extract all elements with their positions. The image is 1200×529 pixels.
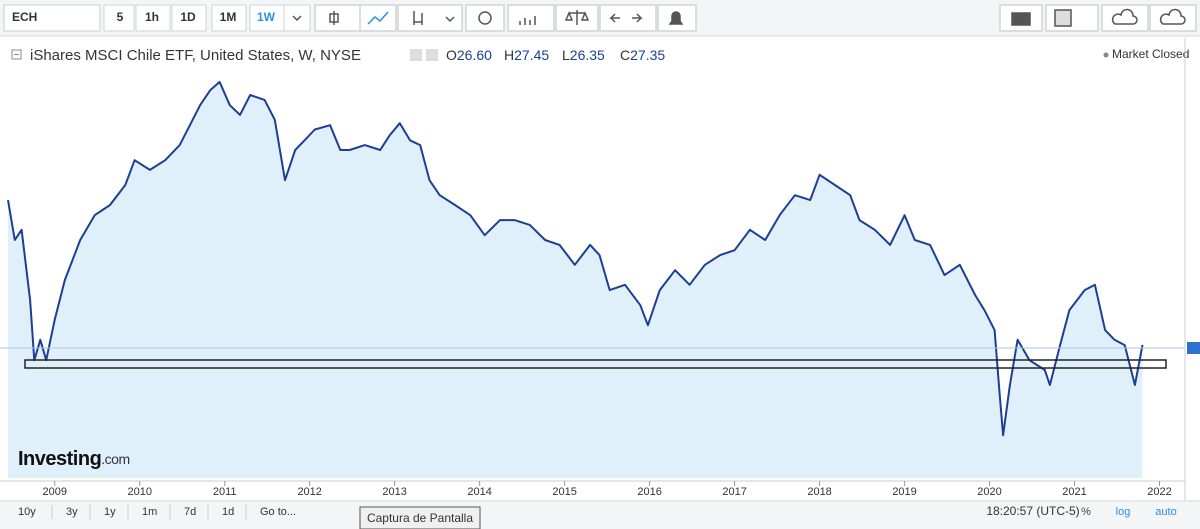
interval-button[interactable] [211, 4, 247, 32]
support-box [24, 359, 1167, 369]
tool-button[interactable] [599, 4, 657, 32]
clock: 18:20:57 (UTC-5) [986, 504, 1079, 518]
x-tick-label: 2015 [552, 486, 576, 498]
settings-icon [478, 11, 492, 25]
x-tick-label: 2009 [42, 486, 66, 498]
ohlc-label: O [446, 47, 457, 63]
instrument-title: iShares MSCI Chile ETF, United States, W… [30, 47, 361, 64]
scale-option[interactable]: auto [1155, 506, 1176, 518]
alert-icon [668, 11, 684, 25]
tool-button[interactable] [1101, 4, 1149, 32]
interval-label: 5 [117, 10, 124, 24]
interval-button[interactable] [249, 4, 285, 32]
footer [0, 501, 1200, 529]
studies-icon [519, 16, 536, 25]
x-tick-label: 2019 [892, 486, 916, 498]
logo: Investing.com [18, 448, 130, 470]
color-icon [1054, 9, 1072, 27]
tooltip-text: Captura de Pantalla [367, 511, 473, 525]
tool-button[interactable] [397, 4, 463, 32]
x-tick-label: 2022 [1147, 486, 1171, 498]
cloud-download-icon [1111, 8, 1138, 25]
cloud-upload-icon [1159, 8, 1186, 25]
x-tick-label: 2012 [297, 486, 321, 498]
x-tick-label: 2018 [807, 486, 831, 498]
undo-redo-icon [609, 13, 643, 23]
camera-icon [1011, 12, 1031, 26]
x-tick-label: 2020 [977, 486, 1001, 498]
ohlc-label: H [504, 47, 514, 63]
settings-icon[interactable] [426, 49, 438, 61]
ohlc-value: 26.60 [457, 47, 492, 63]
interval-button[interactable] [171, 4, 207, 32]
interval-dropdown[interactable] [283, 4, 311, 32]
x-tick-label: 2010 [127, 486, 151, 498]
ohlc-label: L [562, 47, 570, 63]
symbol-box[interactable] [3, 4, 101, 32]
scale-option[interactable]: log [1116, 506, 1131, 518]
ohlc-item: C27.35 [620, 47, 665, 63]
ohlc-label: C [620, 47, 630, 63]
interval-button[interactable] [135, 4, 171, 32]
price-marker [1187, 342, 1200, 354]
x-tick-label: 2016 [637, 486, 661, 498]
status-dot [1103, 52, 1109, 58]
candles-icon [329, 11, 339, 25]
range-button[interactable]: 1d [222, 506, 234, 518]
indicator-icon [413, 11, 423, 25]
dropdown-icon [445, 16, 455, 23]
tool-button[interactable] [507, 4, 555, 32]
range-button[interactable]: 1m [142, 506, 157, 518]
market-status: Market Closed [1112, 47, 1189, 61]
x-tick-label: 2014 [467, 486, 491, 498]
ohlc-item: H27.45 [504, 47, 549, 63]
interval-label: 1h [145, 10, 159, 24]
price-line-series [7, 80, 1144, 437]
tool-button[interactable] [359, 4, 397, 32]
compare-icon [564, 10, 590, 25]
x-tick-label: 2013 [382, 486, 406, 498]
collapse-icon[interactable] [11, 49, 22, 60]
x-tick-label: 2021 [1062, 486, 1086, 498]
dropdown-icon [292, 15, 302, 22]
visibility-icon[interactable] [410, 49, 422, 61]
symbol: ECH [12, 10, 37, 24]
logo-main: Investing [18, 448, 101, 470]
plot-area [7, 80, 1144, 479]
ohlc-value: 27.35 [630, 47, 665, 63]
interval-label: 1W [257, 10, 276, 24]
tool-button[interactable] [1149, 4, 1197, 32]
range-button[interactable]: 3y [66, 506, 78, 518]
x-tick-label: 2017 [722, 486, 746, 498]
interval-label: 1M [220, 10, 237, 24]
range-button[interactable]: 1y [104, 506, 116, 518]
line-icon [367, 11, 389, 25]
range-button[interactable]: Go to... [260, 506, 296, 518]
tool-button[interactable] [1045, 4, 1099, 32]
ohlc-item: O26.60 [446, 47, 492, 63]
tool-icons [314, 4, 1197, 32]
x-tick-label: 2011 [213, 486, 237, 498]
tooltip [359, 506, 481, 529]
interval-label: 1D [180, 10, 196, 24]
scale-option[interactable]: % [1081, 506, 1091, 518]
logo-suffix: .com [101, 451, 129, 467]
interval-button[interactable] [103, 4, 135, 32]
ohlc-item: L26.35 [562, 47, 605, 63]
ohlc-value: 26.35 [570, 47, 605, 63]
ohlc-value: 27.45 [514, 47, 549, 63]
area-fill [8, 81, 1143, 479]
range-button[interactable]: 7d [184, 506, 196, 518]
tool-button[interactable] [465, 4, 505, 32]
range-button[interactable]: 10y [18, 506, 36, 518]
